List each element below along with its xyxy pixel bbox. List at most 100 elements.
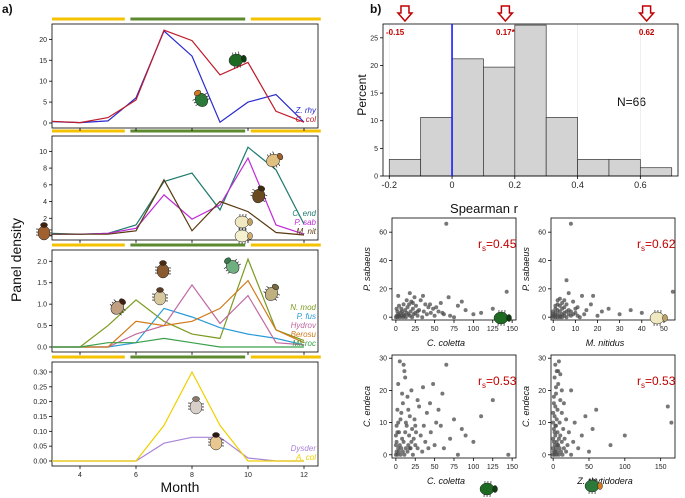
scatter-point <box>564 417 569 422</box>
hist-bar <box>608 159 641 177</box>
scatter-y-tick-label: 30 <box>538 356 546 363</box>
scatter-point <box>571 439 576 444</box>
scatter-point <box>440 310 445 315</box>
scatter-point <box>438 301 443 305</box>
scatter-point <box>566 430 571 435</box>
scatter-point <box>409 388 414 393</box>
series-line-microc <box>52 337 304 348</box>
scatter-point <box>440 391 445 396</box>
scatter-point <box>407 433 412 438</box>
scatter-point <box>555 443 560 448</box>
scatter-point <box>554 417 559 422</box>
scatter-point <box>566 308 571 313</box>
scatter-point <box>426 446 431 451</box>
scatter-point <box>606 306 611 311</box>
y-tick-label: 20 <box>39 37 47 44</box>
y-tick-label: 0.15 <box>33 414 47 421</box>
y-tick-label: 0.10 <box>33 429 47 436</box>
scatter-point <box>412 295 417 300</box>
scatter-point <box>431 306 436 311</box>
scatter-point <box>504 289 509 294</box>
scatter-point <box>479 310 484 315</box>
panel-a-label: a) <box>2 2 13 16</box>
scatter-point <box>401 439 406 444</box>
y-tick-label: 2 <box>43 216 47 223</box>
scatter-point <box>424 410 429 415</box>
y-tick-label: 1.5 <box>37 280 47 287</box>
scatter-point <box>576 446 581 451</box>
scatter-point <box>557 420 562 425</box>
scatter-y-tick-label: 10 <box>538 420 546 427</box>
scatter-x-tick-label: 150 <box>506 464 518 471</box>
month-xlabel: Month <box>161 479 200 495</box>
scatter-point <box>568 221 573 226</box>
scatter-point <box>608 443 613 448</box>
beetle-hydro-icon <box>154 260 172 279</box>
series-line-z-rhy <box>51 29 305 124</box>
scatter-point <box>669 420 674 425</box>
scatter-point <box>396 446 401 451</box>
scatter-point <box>665 404 670 409</box>
season-bars <box>52 17 321 359</box>
scatter-point <box>397 443 402 448</box>
y-tick-label: 6 <box>43 182 47 189</box>
scatter-point <box>555 407 560 412</box>
scatter-y-tick-label: 20 <box>379 388 387 395</box>
down-arrow-icon <box>637 5 656 23</box>
scatter-point <box>553 303 558 308</box>
scatter-point <box>431 382 436 386</box>
scatter-x-tick-label: 125 <box>487 464 499 471</box>
median-arrow-1: -0.15 <box>386 5 414 37</box>
x-tick-label: 10 <box>244 472 252 479</box>
scatter-x-tick-label: 75 <box>450 464 458 471</box>
scatter-y-tick-label: 0 <box>542 315 546 322</box>
scatter-point <box>553 306 558 311</box>
scatter-point <box>410 306 415 311</box>
down-arrow-icon <box>396 5 414 23</box>
scatter-point <box>560 301 565 305</box>
scatter-point <box>471 312 476 317</box>
y-tick-label: 4 <box>43 199 47 206</box>
beetle-gray-icon <box>263 283 281 301</box>
legend-entry: Z. rhy <box>295 106 317 115</box>
scatter-point <box>401 302 406 307</box>
median-arrow-3: 0.62 <box>637 5 656 37</box>
hist-x-tick-label: -0.2 <box>382 180 398 190</box>
scatter-point <box>409 439 414 444</box>
hist-bar <box>388 159 422 177</box>
scatter-point <box>406 443 411 448</box>
scatter-point <box>421 423 426 428</box>
hist-bar <box>420 117 453 177</box>
scatter-point <box>410 452 415 457</box>
scatter-point <box>400 449 405 454</box>
scatter-point <box>559 410 564 415</box>
scatter-x-tick-label: 50 <box>431 464 439 471</box>
scatter-point <box>583 414 588 419</box>
hist-y-tick-label: 0 <box>374 174 378 181</box>
x-tick-label: 8 <box>190 472 194 479</box>
scatter-point <box>590 427 595 431</box>
median-label: -0.15 <box>386 28 405 37</box>
scatter-y-tick-label: 0 <box>383 315 387 322</box>
scatter-point <box>394 423 399 428</box>
scatter-point <box>556 436 561 441</box>
scatter-x-tick-label: 150 <box>655 464 667 471</box>
scatter-point <box>418 433 423 438</box>
scatter-ylabel: C. endeca <box>362 386 372 427</box>
panel-density-ylabel: Panel density <box>8 218 24 302</box>
hist-frame <box>382 23 679 177</box>
scatter-point <box>556 452 561 457</box>
scatter-point <box>506 452 511 457</box>
legend-entry: Berosu <box>291 330 317 339</box>
scatter-point <box>393 433 398 438</box>
scatter-point <box>587 449 591 454</box>
hist-x-tick-label: 0 <box>450 180 455 190</box>
scatter-point <box>617 312 622 317</box>
scatter-point <box>599 309 604 314</box>
scatter-point <box>564 449 569 454</box>
scatter-point <box>560 452 565 457</box>
scatter-point <box>401 362 406 367</box>
median-arrow-2: 0.17* <box>496 5 516 37</box>
scatter-point <box>552 443 557 448</box>
